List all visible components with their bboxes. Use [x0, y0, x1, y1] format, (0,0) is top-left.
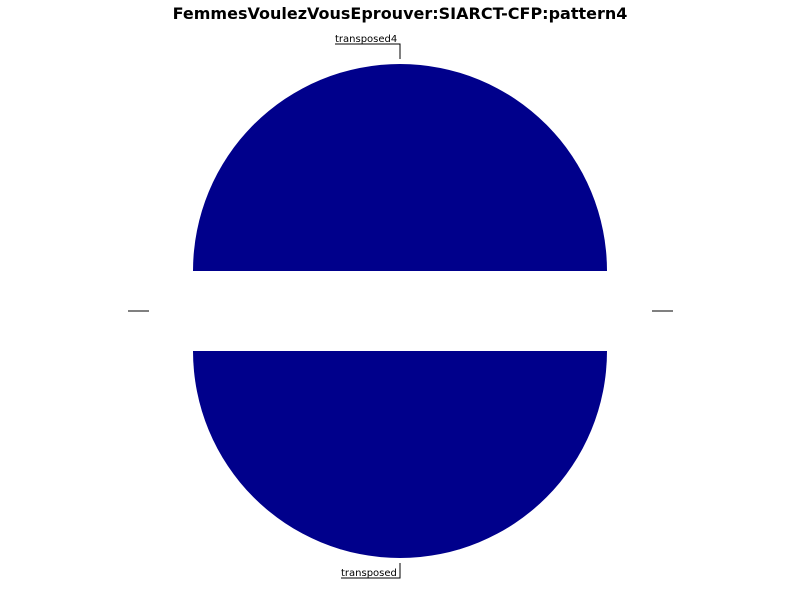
pie-slice-transposed4: [193, 64, 607, 271]
pie-labels: transposed4 transposed: [335, 34, 401, 579]
chart-title: FemmesVoulezVousEprouver:SIARCT-CFP:patt…: [173, 4, 628, 23]
leader-line-transposed4: [335, 43, 401, 59]
slice-label-transposed4: transposed4: [335, 34, 397, 45]
pie-slices: [193, 64, 607, 558]
pie-slice-transposed: [193, 351, 607, 558]
slice-label-transposed: transposed: [341, 568, 397, 579]
leader-line-transposed: [341, 563, 401, 579]
